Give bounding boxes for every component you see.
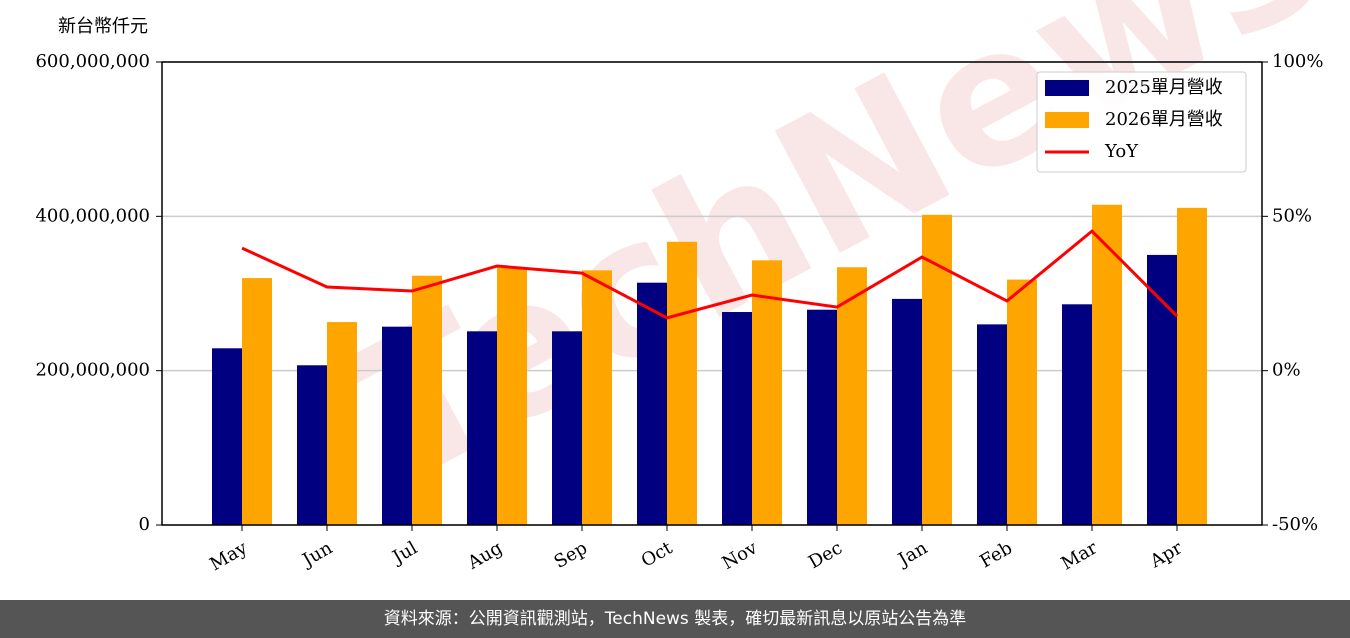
x-tick-label: Oct: [638, 537, 677, 572]
bar: [212, 348, 242, 525]
y2-tick-label: 100%: [1272, 51, 1323, 72]
x-tick-label: Nov: [719, 537, 762, 574]
x-tick-label: Dec: [805, 537, 846, 573]
x-tick-label: Aug: [463, 537, 506, 574]
legend-box: [1036, 71, 1247, 173]
y-axis-label: 新台幣仟元: [58, 16, 148, 37]
bar: [1062, 304, 1092, 525]
bar: [977, 324, 1007, 525]
bar: [807, 309, 837, 525]
x-tick-label: Apr: [1146, 537, 1186, 572]
bar: [582, 270, 612, 525]
bar: [467, 331, 497, 525]
bar: [1007, 279, 1037, 525]
source-note: 資料來源：公開資訊觀測站，TechNews 製表，確切最新訊息以原站公告為準: [0, 600, 1350, 638]
y-tick-label: 400,000,000: [35, 205, 150, 226]
bar: [297, 365, 327, 525]
bar: [327, 322, 357, 525]
bar: [1177, 207, 1207, 525]
x-tick-label: Mar: [1058, 537, 1102, 574]
plot-frame: [161, 61, 1263, 526]
bar: [667, 241, 697, 525]
y2-tick-label: 0%: [1272, 360, 1301, 381]
y2-tick-label: -50%: [1272, 514, 1318, 535]
bar: [497, 267, 527, 525]
bar: [1092, 204, 1122, 525]
bar: [1147, 254, 1177, 525]
bar: [922, 214, 952, 526]
x-tick-label: Jun: [297, 537, 336, 572]
y-tick-label: 0: [139, 514, 150, 535]
legend-label: 2025單月營收: [1105, 77, 1223, 98]
y2-tick-label: 50%: [1272, 205, 1312, 226]
y-tick-label: 600,000,000: [35, 51, 150, 72]
legend-label: 2026單月營收: [1105, 109, 1223, 130]
bar: [382, 326, 412, 525]
legend-swatch: [1045, 112, 1089, 128]
x-tick-label: May: [206, 537, 251, 575]
bar: [892, 298, 922, 525]
bar: [242, 278, 272, 525]
bar: [552, 331, 582, 525]
x-tick-label: Sep: [551, 537, 591, 572]
chart: TechNews 新台幣仟元 0200,000,000400,000,00060…: [35, 0, 1350, 575]
x-tick-label: Jul: [387, 537, 421, 569]
legend-swatch: [1045, 80, 1089, 96]
bar: [837, 267, 867, 525]
x-tick-label: Feb: [976, 537, 1016, 572]
y-tick-label: 200,000,000: [35, 360, 150, 381]
line: [241, 229, 1179, 320]
bar: [412, 275, 442, 525]
legend-label: YoY: [1104, 141, 1139, 162]
bar: [722, 312, 752, 525]
bar: [752, 260, 782, 525]
bar: [637, 282, 667, 525]
x-tick-label: Jan: [893, 537, 931, 571]
